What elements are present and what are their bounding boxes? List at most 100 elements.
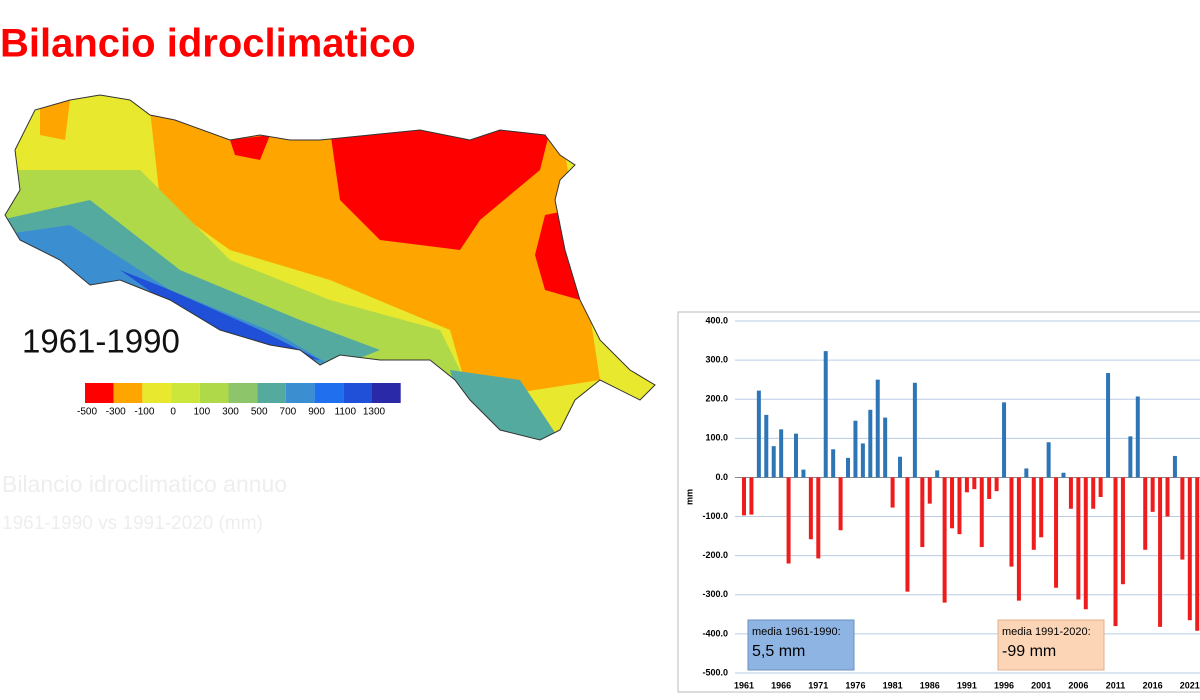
bar bbox=[1135, 396, 1140, 478]
bar bbox=[1128, 436, 1133, 478]
bar bbox=[749, 477, 754, 515]
bar bbox=[875, 379, 880, 478]
y-tick-label: 0.0 bbox=[715, 472, 728, 482]
bar bbox=[794, 433, 799, 478]
bar bbox=[816, 477, 821, 559]
bar bbox=[987, 477, 992, 499]
bar bbox=[1180, 477, 1185, 560]
legend-label: -100 bbox=[134, 407, 154, 418]
bar bbox=[1098, 477, 1103, 497]
bar bbox=[950, 477, 955, 529]
legend-swatch bbox=[372, 383, 401, 403]
bar bbox=[801, 469, 806, 478]
bar bbox=[779, 429, 784, 478]
bar bbox=[972, 477, 977, 490]
x-tick-label: 2021 bbox=[1180, 680, 1200, 690]
y-tick-label: 400.0 bbox=[705, 315, 728, 325]
bar bbox=[1031, 477, 1036, 550]
legend-swatch bbox=[228, 383, 258, 403]
legend-swatch bbox=[85, 383, 114, 403]
annotation-text: 5,5 mm bbox=[752, 643, 805, 660]
bar bbox=[964, 477, 969, 493]
bar bbox=[756, 390, 761, 478]
bar bbox=[846, 457, 851, 478]
legend-swatch bbox=[171, 383, 200, 403]
x-tick-label: 1986 bbox=[920, 680, 940, 690]
legend-label: 1300 bbox=[363, 407, 386, 418]
annotation-box bbox=[997, 619, 1105, 671]
x-tick-label: 2001 bbox=[1031, 680, 1051, 690]
bar bbox=[905, 477, 910, 592]
y-tick-label: -300.0 bbox=[702, 589, 728, 599]
bar bbox=[1150, 477, 1155, 512]
bar bbox=[1106, 373, 1111, 478]
bar bbox=[764, 414, 769, 478]
y-tick-label: 300.0 bbox=[705, 354, 728, 364]
map-period: 1961-1990 bbox=[22, 323, 180, 360]
legend-label: 700 bbox=[280, 407, 297, 418]
y-tick-label: -500.0 bbox=[702, 667, 728, 677]
legend-swatch bbox=[142, 383, 172, 403]
x-tick-label: 2016 bbox=[1143, 680, 1163, 690]
bar bbox=[831, 449, 836, 478]
bar bbox=[823, 351, 828, 478]
bar bbox=[786, 477, 791, 564]
bar bbox=[853, 420, 858, 478]
bar bbox=[1016, 477, 1021, 601]
x-tick-label: 1981 bbox=[883, 680, 903, 690]
bar bbox=[935, 470, 940, 478]
y-tick-label: -100.0 bbox=[702, 511, 728, 521]
legend-label: -500 bbox=[77, 407, 97, 418]
bar bbox=[1061, 472, 1066, 478]
caption: 1961-1990 vs 1991-2020 (mm) bbox=[2, 513, 263, 534]
bar bbox=[883, 417, 888, 478]
annotation-title: media 1991-2020: bbox=[1002, 626, 1091, 638]
bar bbox=[979, 477, 984, 548]
bar bbox=[1054, 477, 1059, 588]
legend-swatch bbox=[343, 383, 372, 403]
annotation-title: media 1961-1990: bbox=[752, 626, 841, 638]
caption: Bilancio idroclimatico annuo bbox=[2, 471, 287, 497]
bar bbox=[957, 477, 962, 535]
bar bbox=[912, 382, 917, 478]
x-tick-label: 2006 bbox=[1068, 680, 1088, 690]
legend-label: 100 bbox=[193, 407, 210, 418]
bar bbox=[1009, 477, 1014, 567]
bar bbox=[1091, 477, 1096, 509]
y-axis-label: mm bbox=[684, 489, 694, 505]
legend-label: 900 bbox=[308, 407, 325, 418]
bar bbox=[1158, 477, 1163, 627]
bar bbox=[808, 477, 813, 540]
x-tick-label: 1976 bbox=[845, 680, 865, 690]
x-tick-label: 1971 bbox=[808, 680, 828, 690]
bar bbox=[1187, 477, 1192, 621]
legend-swatch bbox=[285, 383, 315, 403]
y-tick-label: -400.0 bbox=[702, 628, 728, 638]
legend-swatch bbox=[113, 383, 143, 403]
x-tick-label: 1961 bbox=[734, 680, 754, 690]
map-outline bbox=[4, 94, 656, 441]
legend-label: -300 bbox=[106, 407, 126, 418]
bar bbox=[742, 477, 746, 516]
bar bbox=[1120, 477, 1125, 585]
bar bbox=[1195, 477, 1200, 631]
bar bbox=[1083, 477, 1088, 610]
x-tick-label: 1991 bbox=[957, 680, 977, 690]
bar bbox=[1143, 477, 1148, 550]
bar bbox=[1068, 477, 1073, 509]
legend-swatch bbox=[199, 383, 229, 403]
bar bbox=[1039, 477, 1044, 538]
legend-swatch bbox=[314, 383, 344, 403]
bar bbox=[838, 477, 843, 531]
legend-swatch bbox=[257, 383, 286, 403]
bar bbox=[898, 456, 903, 478]
legend-label: 500 bbox=[251, 407, 268, 418]
bar bbox=[1002, 402, 1007, 478]
bar bbox=[890, 477, 895, 508]
bar bbox=[1172, 455, 1177, 478]
annotation-box bbox=[747, 619, 855, 671]
slide-title: Bilancio idroclimatico bbox=[0, 22, 416, 66]
x-tick-label: 2011 bbox=[1106, 680, 1126, 690]
